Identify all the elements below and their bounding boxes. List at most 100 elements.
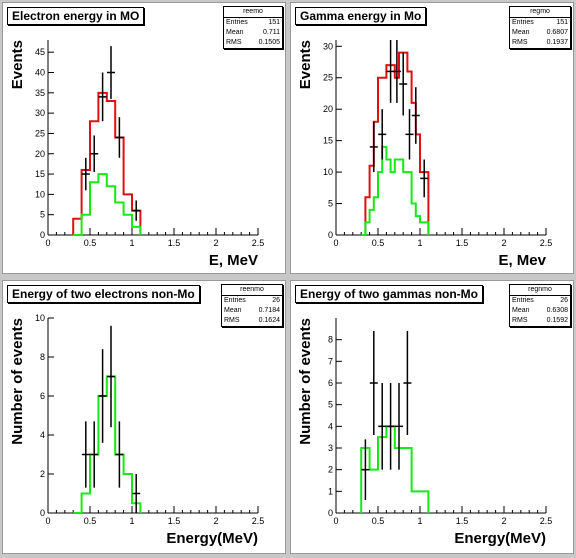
x-tick-label: 0.5: [84, 238, 97, 248]
stats-value: 0.1505: [258, 39, 280, 46]
y-tick-label: 25: [323, 73, 333, 83]
y-axis-label: Events: [297, 40, 314, 89]
green-histogram: [361, 145, 430, 236]
x-tick-label: 1: [417, 238, 422, 248]
stats-label: RMS: [226, 39, 242, 46]
stats-label: Mean: [224, 307, 242, 314]
stats-label: RMS: [512, 39, 528, 46]
y-tick-label: 10: [35, 313, 45, 323]
x-tick-label: 1.5: [168, 238, 181, 248]
stats-value: 0.711: [263, 29, 280, 36]
stats-box: reenmo Entries 26 Mean 0.7184 RMS 0.1624: [221, 284, 283, 327]
stats-name: reemo: [224, 7, 282, 18]
x-tick-label: 1.5: [456, 238, 469, 248]
y-tick-label: 7: [328, 356, 333, 366]
x-tick-label: 0.5: [372, 238, 385, 248]
x-tick-label: 0: [45, 516, 50, 526]
y-tick-label: 2: [40, 469, 45, 479]
green-histogram: [73, 173, 142, 236]
stats-label: Mean: [226, 29, 244, 36]
chart-title: Electron energy in MO: [7, 7, 145, 25]
y-tick-label: 8: [328, 335, 333, 345]
stats-label: Entries: [226, 19, 248, 26]
y-tick-label: 20: [35, 149, 45, 159]
x-tick-label: 2: [501, 238, 506, 248]
y-tick-label: 40: [35, 68, 45, 78]
pad-gamma-energy-mo: 0 0.5 1 1.5 2 2.5 0 5 10 15 20 25 30 E, Mev Events Gam…: [290, 2, 574, 274]
y-tick-label: 10: [323, 167, 333, 177]
chart-title: Energy of two gammas non-Mo: [295, 285, 484, 303]
x-axis-label: E, MeV: [209, 252, 258, 269]
green-histogram: [73, 375, 142, 514]
x-tick-label: 2: [501, 516, 506, 526]
y-tick-label: 35: [35, 88, 45, 98]
y-tick-label: 1: [328, 486, 333, 496]
x-tick-label: 2.5: [252, 516, 265, 526]
x-tick-label: 2: [213, 516, 218, 526]
red-histogram: [361, 51, 430, 236]
y-tick-label: 5: [328, 400, 333, 410]
stats-name: regnmo: [510, 285, 570, 296]
y-tick-label: 45: [35, 47, 45, 57]
stats-value: 151: [268, 19, 280, 26]
y-tick-label: 5: [328, 199, 333, 209]
x-tick-label: 0.5: [84, 516, 97, 526]
stats-value: 0.1937: [546, 39, 568, 46]
x-tick-label: 1: [129, 516, 134, 526]
pad-electron-energy-mo: 0 0.5 1 1.5 2 2.5 0 5 10 15 20 25 30 35 40 45 E, MeV Even…: [2, 2, 286, 274]
x-tick-label: 0: [333, 238, 338, 248]
stats-value: 0.1624: [258, 317, 280, 324]
y-tick-label: 4: [328, 421, 333, 431]
y-tick-label: 6: [328, 378, 333, 388]
stats-name: reenmo: [222, 285, 282, 296]
stats-label: RMS: [224, 317, 240, 324]
pad-two-electrons-non-mo: 0 0.5 1 1.5 2 2.5 0 2 4 6 8 10 Energy(MeV) Number of …: [2, 280, 286, 554]
x-tick-label: 0: [333, 516, 338, 526]
x-tick-label: 0: [45, 238, 50, 248]
y-tick-label: 4: [40, 430, 45, 440]
stats-name: regmo: [510, 7, 570, 18]
x-tick-label: 1: [417, 516, 422, 526]
stats-label: Mean: [512, 29, 530, 36]
stats-box: regnmo Entries 26 Mean 0.6308 RMS 0.1592: [509, 284, 571, 327]
y-tick-label: 30: [35, 108, 45, 118]
chart-gamma-energy-mo: 0 0.5 1 1.5 2 2.5 0 5 10 15 20 25 30 E, Mev Events: [297, 40, 553, 269]
x-tick-label: 1: [129, 238, 134, 248]
y-tick-label: 20: [323, 104, 333, 114]
stats-label: Mean: [512, 307, 530, 314]
chart-two-gammas-non-mo: 0 0.5 1 1.5 2 2.5 0 1 2 3 4 5 6 7 8 Energy(MeV) Number o…: [297, 318, 553, 547]
y-axis-label: Number of events: [297, 318, 314, 445]
y-tick-label: 0: [40, 508, 45, 518]
stats-label: Entries: [512, 19, 534, 26]
y-tick-label: 0: [40, 230, 45, 240]
y-tick-label: 3: [328, 443, 333, 453]
stats-value: 0.7184: [258, 307, 280, 314]
stats-label: Entries: [224, 297, 246, 304]
x-tick-label: 2: [213, 238, 218, 248]
y-tick-label: 0: [328, 230, 333, 240]
chart-two-electrons-non-mo: 0 0.5 1 1.5 2 2.5 0 2 4 6 8 10 Energy(MeV) Number of …: [9, 313, 265, 547]
chart-electron-energy-mo: 0 0.5 1 1.5 2 2.5 0 5 10 15 20 25 30 35 40 45 E, MeV Even…: [9, 40, 264, 269]
x-tick-label: 2.5: [540, 516, 553, 526]
x-tick-label: 1.5: [168, 516, 181, 526]
stats-value: 26: [560, 297, 568, 304]
chart-title: Gamma energy in Mo: [295, 7, 427, 25]
y-tick-label: 25: [35, 128, 45, 138]
y-axis-label: Number of events: [9, 318, 26, 445]
y-tick-label: 10: [35, 189, 45, 199]
stats-label: Entries: [512, 297, 534, 304]
stats-value: 0.6308: [546, 307, 568, 314]
x-tick-label: 2.5: [540, 238, 553, 248]
pad-two-gammas-non-mo: 0 0.5 1 1.5 2 2.5 0 1 2 3 4 5 6 7 8 Energy(MeV) Number o…: [290, 280, 574, 554]
stats-value: 0.1592: [546, 317, 568, 324]
y-tick-label: 15: [35, 169, 45, 179]
chart-title: Energy of two electrons non-Mo: [7, 285, 200, 303]
x-tick-label: 1.5: [456, 516, 469, 526]
x-axis-label: E, Mev: [498, 252, 546, 269]
stats-value: 0.6807: [546, 29, 568, 36]
x-axis-label: Energy(MeV): [166, 530, 258, 547]
red-histogram: [72, 91, 142, 235]
x-axis-label: Energy(MeV): [454, 530, 546, 547]
stats-label: RMS: [512, 317, 528, 324]
y-tick-label: 0: [328, 508, 333, 518]
